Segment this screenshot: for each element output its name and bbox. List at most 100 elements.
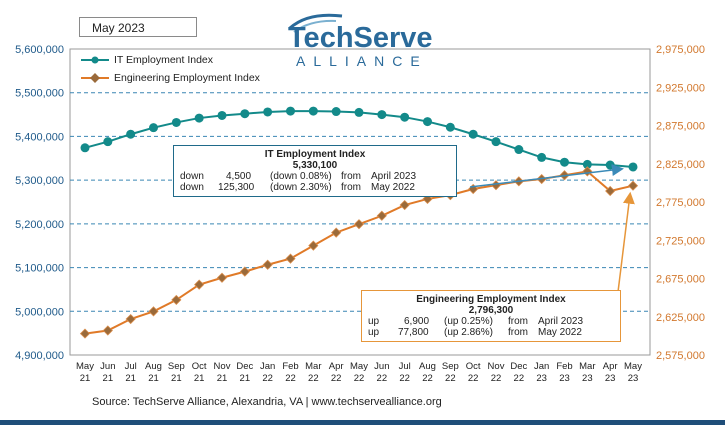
series-eng-point [605, 185, 616, 197]
y-left-tick-label: 5,500,000 [15, 88, 64, 100]
series-it-point [605, 160, 615, 170]
series-it-point [354, 107, 364, 117]
logo-sub: ALLIANCE [296, 53, 428, 69]
legend-it-marker-icon [81, 56, 109, 64]
y-right-tick-label: 2,625,000 [656, 312, 705, 324]
y-left-tick-label: 5,300,000 [15, 175, 64, 187]
x-tick-label-year: 21 [148, 373, 159, 384]
x-tick-label-year: 22 [285, 373, 296, 384]
series-eng-point [171, 294, 182, 306]
series-it-point [491, 137, 501, 147]
series-it-point [217, 110, 227, 120]
series-eng-point [285, 253, 296, 264]
date-label-box: May 2023 [79, 17, 197, 37]
y-left-tick-label: 5,200,000 [15, 219, 64, 231]
annotation-eng-box: Engineering Employment Index 2,796,300 u… [361, 290, 621, 342]
x-tick-label: Aug [145, 361, 162, 372]
x-tick-label: Feb [282, 361, 298, 372]
annotation-it-title: IT Employment Index [264, 149, 366, 160]
series-it-point [171, 117, 181, 127]
series-it-point [468, 129, 478, 139]
legend-eng-label: Engineering Employment Index [114, 72, 260, 84]
x-tick-label-year: 21 [217, 373, 228, 384]
legend-item-it: IT Employment Index [80, 51, 260, 69]
legend-eng-marker-icon [81, 73, 109, 83]
x-tick-label-year: 22 [377, 373, 388, 384]
x-tick-label: Nov [488, 361, 505, 372]
x-tick-label-year: 22 [422, 373, 433, 384]
bottom-bar [0, 420, 725, 425]
x-tick-label: May [350, 361, 368, 372]
series-eng-point [308, 240, 319, 251]
x-tick-label-year: 21 [125, 373, 136, 384]
x-tick-label: Aug [419, 361, 436, 372]
x-tick-label: Oct [466, 361, 481, 372]
series-eng-point [102, 325, 113, 336]
series-it-point [377, 110, 387, 120]
series-it-point [582, 159, 592, 169]
annotation-it-row-2: down 125,300 (down 2.30%) from May 2022 [180, 182, 415, 193]
series-it-point [560, 157, 569, 167]
y-left-tick-label: 5,100,000 [15, 263, 64, 275]
y-right-tick-label: 2,675,000 [656, 274, 705, 286]
annotation-it-box: IT Employment Index 5,330,100 down 4,500… [173, 145, 457, 197]
y-right-tick-label: 2,925,000 [656, 82, 705, 94]
x-tick-label: Dec [236, 361, 253, 372]
series-eng-point [79, 328, 91, 339]
annotation-it-value: 5,330,100 [292, 160, 338, 171]
series-it-point [103, 137, 113, 147]
annotation-eng-value: 2,796,300 [468, 305, 514, 316]
series-eng-point [262, 259, 273, 270]
x-tick-label-year: 22 [491, 373, 502, 384]
x-tick-label-year: 22 [445, 373, 456, 384]
x-tick-label: Apr [329, 361, 344, 372]
series-it-point [263, 107, 273, 117]
x-tick-label: May [624, 361, 642, 372]
x-tick-label-year: 22 [354, 373, 365, 384]
annotation-eng-row-2: up 77,800 (up 2.86%) from May 2022 [368, 327, 582, 338]
series-it-point [308, 106, 318, 116]
series-eng-point [148, 306, 159, 317]
series-eng-point [627, 180, 639, 191]
source-note: Source: TechServe Alliance, Alexandria, … [92, 396, 442, 408]
x-tick-label: Oct [192, 361, 207, 372]
x-tick-label: Sep [442, 361, 459, 372]
x-tick-label-year: 21 [80, 373, 91, 384]
annotation-it-row-1: down 4,500 (down 0.08%) from April 2023 [180, 171, 417, 182]
series-it-point [80, 143, 90, 153]
x-tick-label-year: 21 [240, 373, 251, 384]
series-it-point [240, 109, 250, 119]
y-left-tick-label: 5,600,000 [15, 44, 64, 56]
series-it-point [331, 107, 341, 117]
series-eng-point [331, 227, 342, 238]
annotation-eng-row-1: up 6,900 (up 0.25%) from April 2023 [368, 316, 584, 327]
x-tick-label-year: 22 [514, 373, 525, 384]
series-it-point [149, 123, 158, 133]
x-tick-label-year: 22 [262, 373, 273, 384]
y-left-tick-label: 5,000,000 [15, 306, 64, 318]
x-tick-label-year: 21 [103, 373, 114, 384]
x-tick-label-year: 22 [468, 373, 479, 384]
annotation-eng-title: Engineering Employment Index [416, 294, 566, 305]
series-it-point [445, 122, 455, 132]
series-eng-point [399, 199, 410, 211]
y-right-tick-label: 2,975,000 [656, 44, 705, 56]
series-eng-point [353, 219, 365, 230]
x-tick-label: Dec [510, 361, 527, 372]
series-it-point [126, 129, 136, 139]
series-eng-point [125, 313, 136, 325]
legend-it-label: IT Employment Index [114, 54, 214, 66]
y-right-tick-label: 2,725,000 [656, 235, 705, 247]
x-tick-label: Apr [603, 361, 618, 372]
x-tick-label: Jul [125, 361, 137, 372]
date-label: May 2023 [92, 21, 145, 35]
series-it-point [537, 152, 547, 162]
annotation-eng-arrow [617, 191, 635, 293]
x-tick-label-year: 22 [308, 373, 319, 384]
series-eng-point [194, 279, 205, 290]
series-it-point [423, 117, 432, 127]
series-it-point [286, 106, 295, 116]
x-tick-label-year: 23 [605, 373, 616, 384]
techserve-logo: TechServe ALLIANCE [286, 12, 456, 70]
series-eng-point [490, 180, 502, 191]
